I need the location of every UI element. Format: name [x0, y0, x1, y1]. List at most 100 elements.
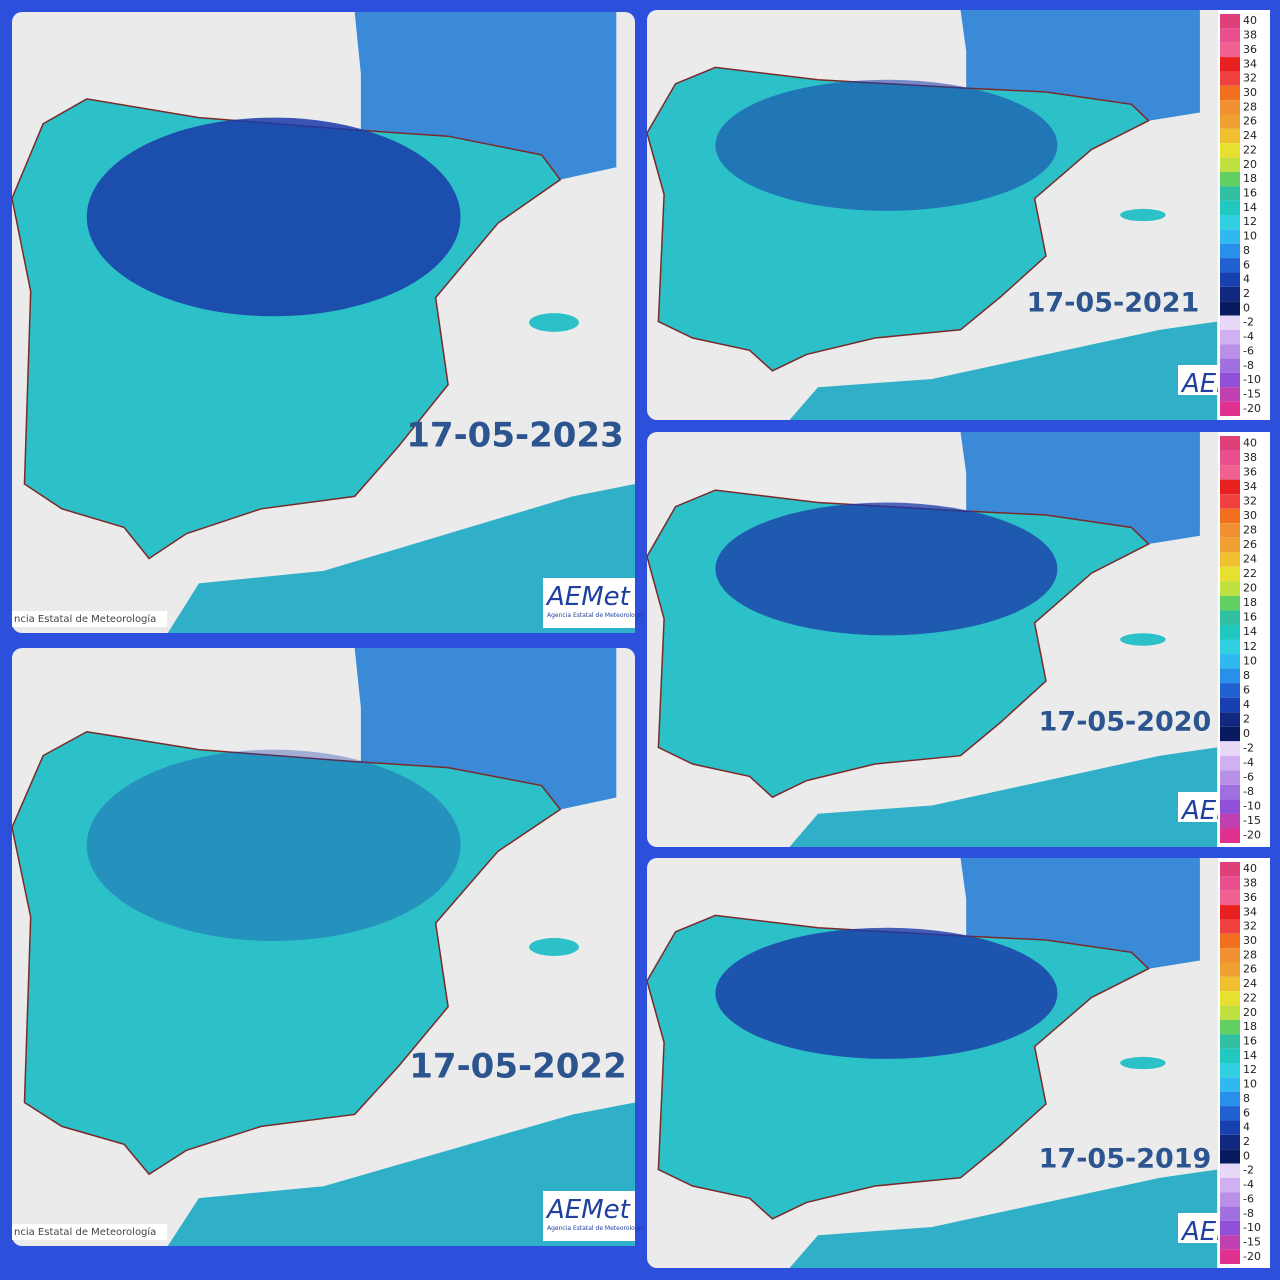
colorbar-label: 0 — [1243, 727, 1250, 740]
colorbar-label: -6 — [1243, 1192, 1254, 1205]
colorbar-label: 8 — [1243, 669, 1250, 682]
france — [960, 858, 1200, 969]
balearic — [529, 313, 579, 332]
colorbar-label: 30 — [1243, 934, 1257, 947]
colorbar-label: 14 — [1243, 1049, 1257, 1062]
colorbar-swatch — [1220, 71, 1240, 86]
logo: AEMet — [545, 582, 631, 612]
africa — [789, 747, 1217, 847]
colorbar-label: -4 — [1243, 756, 1254, 769]
colorbar-swatch — [1220, 933, 1240, 949]
colorbar-swatch — [1220, 1249, 1240, 1264]
colorbar-swatch — [1220, 57, 1240, 72]
iberia — [11, 730, 562, 1176]
colorbar-label: 18 — [1243, 596, 1257, 609]
colorbar-label: 40 — [1243, 14, 1257, 27]
colorbar-swatch — [1220, 258, 1240, 273]
map-panel: 17-05-2021AEMet4038363432302826242220181… — [646, 10, 1270, 420]
colorbar-swatch — [1220, 1134, 1240, 1150]
colorbar-swatch — [1220, 315, 1240, 330]
colorbar-swatch — [1220, 1120, 1240, 1135]
colorbar-label: -15 — [1243, 1235, 1261, 1248]
colorbar-label: -10 — [1243, 373, 1261, 386]
colorbar-swatch — [1220, 862, 1240, 877]
colorbar-label: 32 — [1243, 494, 1257, 507]
colorbar-label: -8 — [1243, 785, 1254, 798]
date-label: 17-05-2020 — [1039, 707, 1212, 738]
colorbar-swatch — [1220, 494, 1240, 509]
colorbar-label: -6 — [1243, 344, 1254, 357]
colorbar-label: 20 — [1243, 158, 1257, 171]
balearic — [1120, 1056, 1166, 1070]
colorbar-label: 22 — [1243, 567, 1257, 580]
colorbar-swatch — [1220, 654, 1240, 669]
colorbar-swatch — [1220, 100, 1240, 115]
colorbar-label: -8 — [1243, 359, 1254, 372]
colorbar-label: 24 — [1243, 129, 1257, 142]
colorbar-label: 26 — [1243, 538, 1257, 551]
colorbar-swatch — [1220, 813, 1240, 829]
colorbar-label: -2 — [1243, 742, 1254, 755]
colorbar-label: 6 — [1243, 683, 1250, 696]
colorbar-swatch — [1220, 697, 1240, 713]
colorbar-swatch — [1220, 523, 1240, 538]
logo: AEMet — [545, 1195, 631, 1225]
colorbar-swatch — [1220, 905, 1240, 920]
colorbar-label: 8 — [1243, 244, 1250, 257]
colorbar-swatch — [1220, 1192, 1240, 1207]
colorbar-swatch — [1220, 1019, 1240, 1035]
colorbar-label: 8 — [1243, 1092, 1250, 1105]
colorbar-label: 34 — [1243, 905, 1257, 918]
colorbar-label: 18 — [1243, 172, 1257, 185]
france — [960, 432, 1200, 545]
colorbar-swatch — [1220, 566, 1240, 582]
colorbar-label: 10 — [1243, 654, 1257, 667]
logo-caption: Agencia Estatal de Meteorología — [547, 612, 644, 619]
colorbar-label: 40 — [1243, 862, 1257, 875]
logo-box — [543, 578, 635, 628]
colorbar-swatch — [1220, 272, 1240, 287]
colorbar-swatch — [1220, 128, 1240, 144]
colorbar-label: 2 — [1243, 287, 1250, 300]
colorbar-label: 20 — [1243, 582, 1257, 595]
colorbar-swatch — [1220, 799, 1240, 814]
colorbar-label: -4 — [1243, 330, 1254, 343]
france — [354, 12, 617, 180]
colorbar-swatch — [1220, 890, 1240, 906]
colorbar-swatch — [1220, 114, 1240, 129]
colorbar-swatch — [1220, 962, 1240, 977]
colorbar-swatch — [1220, 741, 1240, 756]
colorbar-swatch — [1220, 1063, 1240, 1078]
colorbar-swatch — [1220, 1220, 1240, 1236]
logo-box — [543, 1191, 635, 1241]
colorbar-swatch — [1220, 919, 1240, 934]
colorbar-swatch — [1220, 610, 1240, 625]
colorbar-label: -2 — [1243, 1164, 1254, 1177]
colorbar-swatch — [1220, 450, 1240, 466]
colorbar-swatch — [1220, 639, 1240, 655]
colorbar-label: 24 — [1243, 977, 1257, 990]
footer-text: ncia Estatal de Meteorología — [14, 613, 156, 625]
colorbar-label: 6 — [1243, 1106, 1250, 1119]
colorbar-swatch — [1220, 229, 1240, 244]
colorbar-swatch — [1220, 1149, 1240, 1164]
colorbar-swatch — [1220, 1106, 1240, 1121]
colorbar-swatch — [1220, 976, 1240, 992]
balearic — [1120, 208, 1166, 222]
cold-area — [715, 502, 1058, 636]
colorbar-swatch — [1220, 42, 1240, 58]
colorbar-label: 26 — [1243, 963, 1257, 976]
colorbar-label: 28 — [1243, 948, 1257, 961]
colorbar-swatch — [1220, 143, 1240, 158]
colorbar-label: -15 — [1243, 814, 1261, 827]
footer-box — [12, 611, 167, 627]
colorbar-label: -15 — [1243, 387, 1261, 400]
africa — [167, 1102, 635, 1246]
colorbar-swatch — [1220, 301, 1240, 316]
date-label: 17-05-2021 — [1027, 288, 1200, 319]
colorbar-swatch — [1220, 828, 1240, 843]
date-label: 17-05-2019 — [1039, 1144, 1212, 1175]
colorbar-label: -8 — [1243, 1207, 1254, 1220]
